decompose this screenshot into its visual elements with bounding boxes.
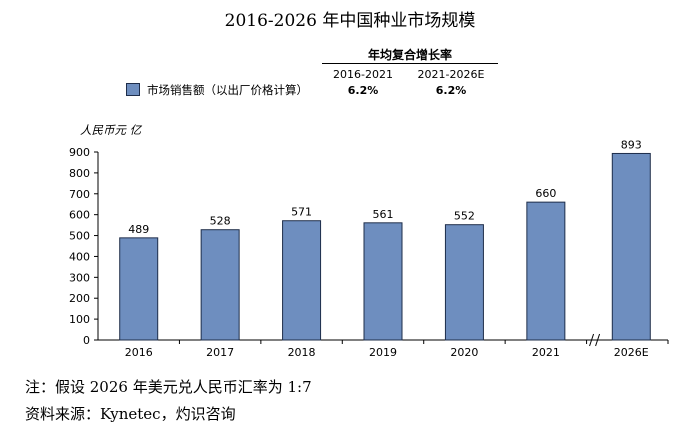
y-tick-label: 200 [69,292,90,305]
bar-value-label: 552 [454,210,475,223]
bar-value-label: 528 [210,215,231,228]
bar-value-label: 571 [291,206,312,219]
x-tick-label: 2021 [532,346,560,359]
legend-swatch [126,83,140,96]
axis-break-mark [589,333,595,347]
bar [611,152,651,341]
x-tick-label: 2016 [125,346,153,359]
bar [444,224,484,341]
x-tick-label: 2017 [206,346,234,359]
x-tick-label: 2026E [614,346,649,359]
chart-title: 2016-2026 年中国种业市场规模 [224,11,476,31]
bar [282,220,322,341]
cagr-value-2: 6.2% [435,84,467,97]
bar [526,201,566,341]
legend-label: 市场销售额（以出厂价格计算） [147,83,308,97]
cagr-period-1: 2016-2021 [333,68,393,81]
cagr-value-1: 6.2% [347,84,379,97]
y-unit-label: 人民币元 亿 [80,123,142,137]
cagr-header: 年均复合增长率 [367,48,452,62]
y-tick-label: 100 [69,313,90,326]
cagr-period-2: 2021-2026E [417,68,485,81]
bar [119,237,159,341]
x-tick-label: 2018 [288,346,316,359]
axis-break-mark [595,333,601,347]
bar-value-label: 893 [621,138,642,151]
y-tick-label: 0 [83,334,90,347]
y-tick-label: 700 [69,188,90,201]
cagr-divider [322,63,498,64]
bar-value-label: 561 [373,208,394,221]
y-tick-label: 400 [69,250,90,263]
y-tick-label: 800 [69,167,90,180]
footnote: 注：假设 2026 年美元兑人民币汇率为 1:7 [25,378,312,396]
y-tick-label: 300 [69,271,90,284]
bar-value-label: 489 [128,223,149,236]
bar [363,222,403,341]
bar [200,229,240,341]
source-note: 资料来源：Kynetec，灼识咨询 [25,405,236,423]
x-tick-label: 2019 [369,346,397,359]
x-tick-label: 2020 [450,346,478,359]
y-tick-label: 600 [69,209,90,222]
y-tick-label: 500 [69,230,90,243]
bar-value-label: 660 [535,187,556,200]
y-tick-label: 900 [69,146,90,159]
